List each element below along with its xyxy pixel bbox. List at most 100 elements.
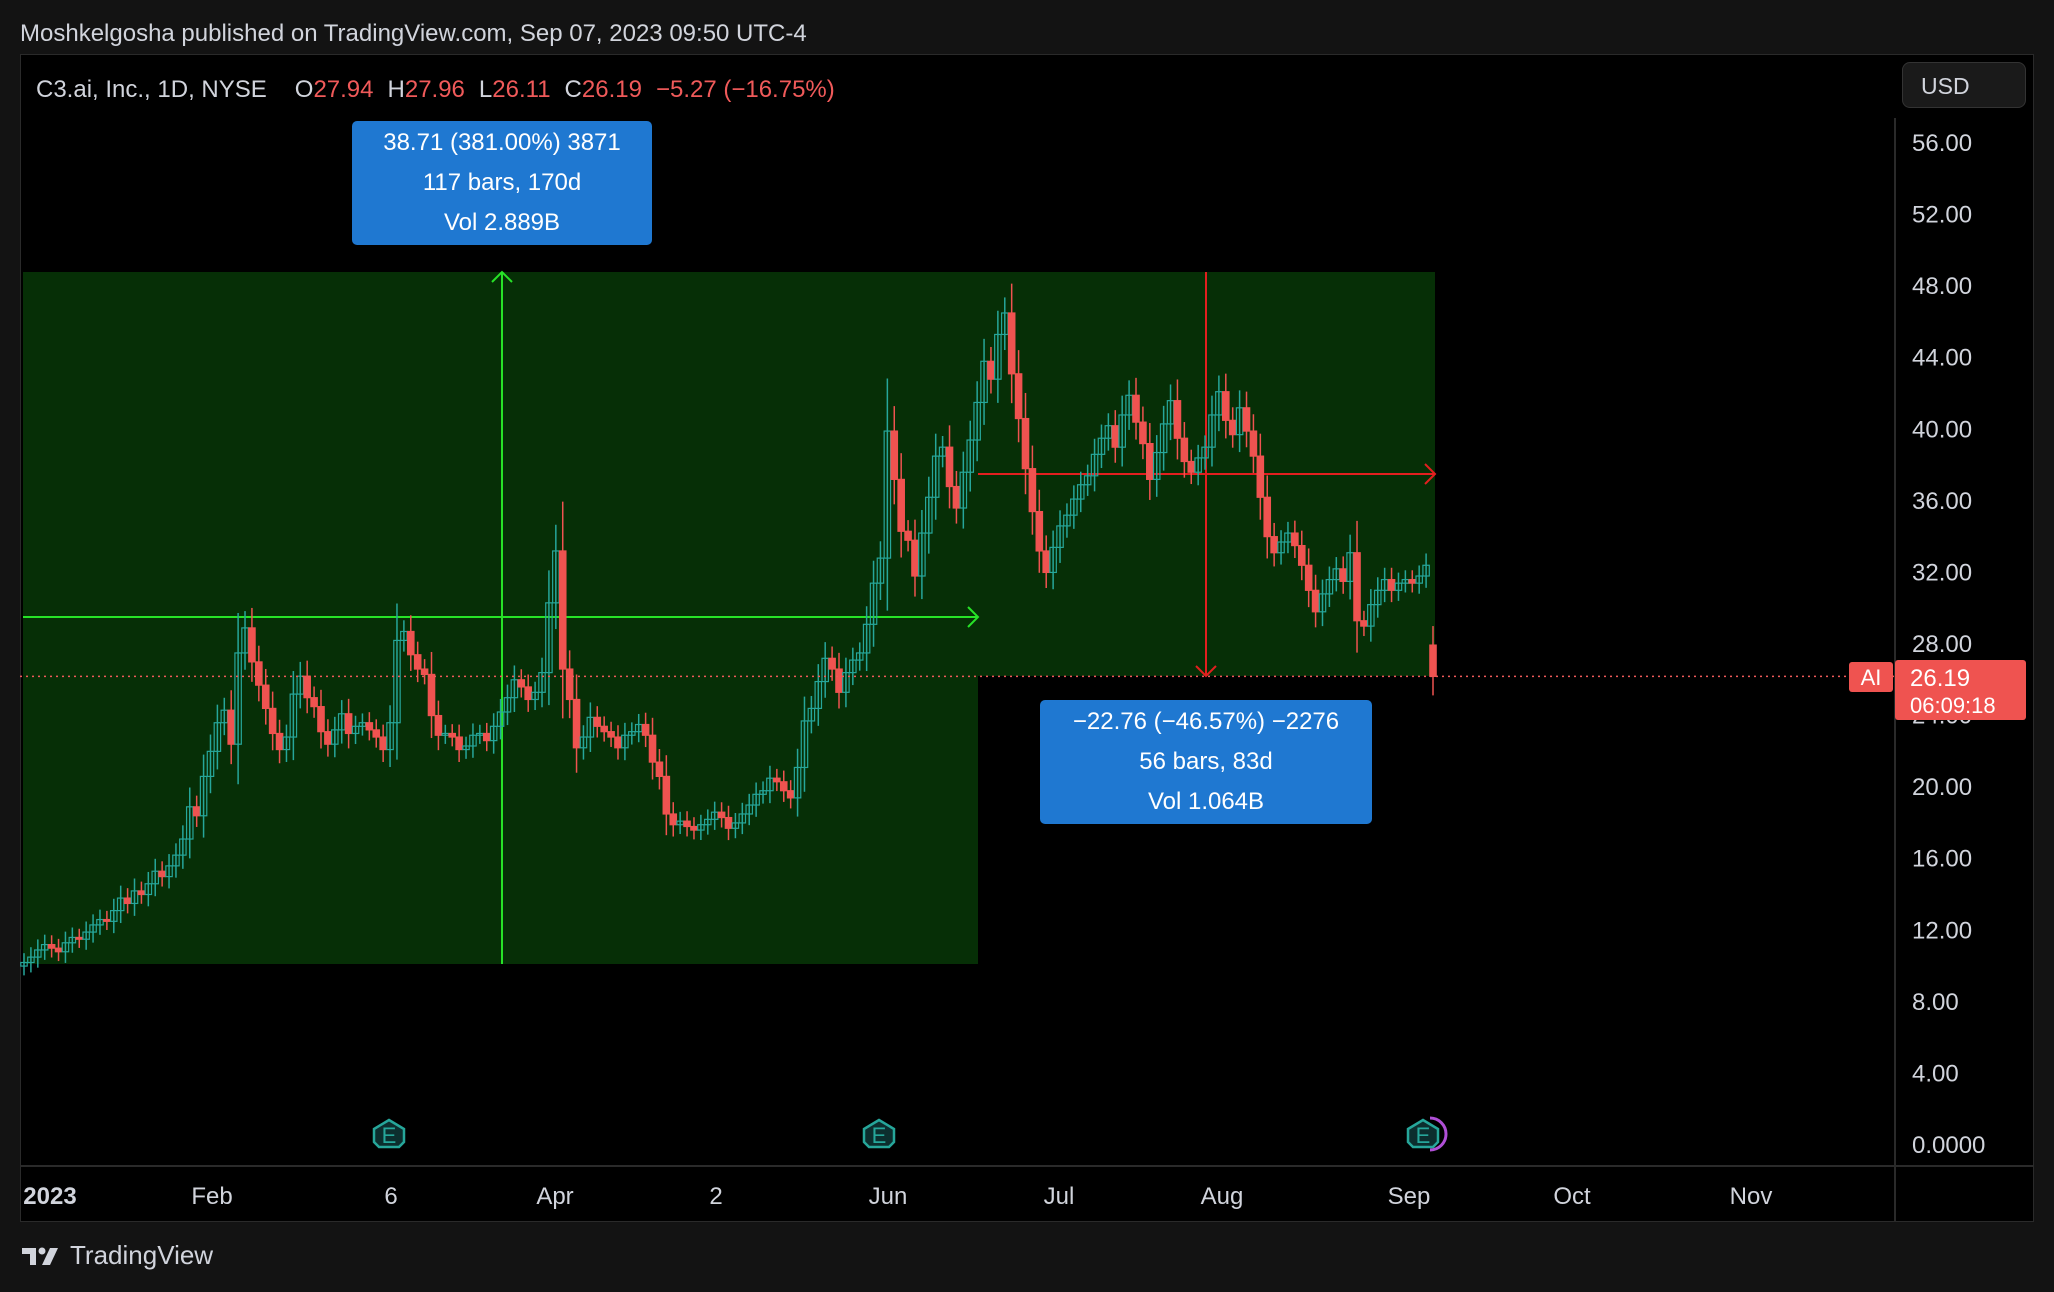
candle-body [1339,568,1348,582]
candle-body [372,729,381,738]
candle-body [690,825,698,831]
ticker-tag-bg [1849,662,1893,692]
time-tick-label: 6 [384,1183,397,1210]
price-tick-label: 52.00 [1912,202,1972,229]
candle-body [503,697,512,713]
candle-body [1415,575,1423,584]
measure-up-arrowhead-top [491,270,513,283]
candle-body [282,736,291,751]
candle-body [365,722,374,731]
candle-body [317,706,325,733]
candle-body [1035,510,1044,552]
measure-up-arrowhead-right [967,606,980,628]
time-tick-label: Feb [191,1183,232,1210]
candle-body [82,931,90,940]
candle-body [234,652,242,745]
earnings-marker-2[interactable]: E [862,1118,896,1149]
candle-body [814,680,823,710]
candle-body [324,731,332,745]
price-axis[interactable]: 56.00 52.00 48.00 44.00 40.00 36.00 32.00 28.00… [1912,130,1985,1159]
candle-body [393,639,401,724]
candle-body [849,659,857,674]
measure-up-label[interactable]: 38.71 (381.00%) 3871 117 bars, 170d Vol … [352,121,652,245]
candle-body [1256,455,1265,498]
candle-body [1090,453,1099,477]
candle-body [1056,525,1064,548]
earnings-marker-1[interactable]: E [372,1118,406,1149]
candle-body [662,775,671,815]
candle-body [413,654,422,670]
candle-body [482,732,491,742]
candle-body [489,725,498,742]
measure-down-arrowhead-right [1424,463,1437,485]
candle-body [1221,391,1230,421]
candle-body [779,781,788,792]
candle-body [904,530,912,541]
measure-down-change: −22.76 (−46.57%) −2276 [1072,708,1340,735]
candle-body [641,723,650,736]
candle-body [1429,644,1437,677]
candle-body [448,732,457,738]
time-axis[interactable]: 2023 Feb 6 Apr 2 Jun Jul Aug Sep Oct Nov [23,1183,1772,1210]
candle-body [75,936,84,940]
candle-body [1152,451,1161,480]
earnings-letter: E [1416,1123,1431,1148]
candle-body [137,890,146,896]
candle-body [980,360,988,404]
candle-body [731,822,740,829]
candle-body [1353,552,1361,622]
candle-body [469,734,477,747]
candle-body [959,471,968,509]
earnings-marker-3[interactable]: E [1406,1116,1448,1152]
candle-body [462,745,470,751]
symbol-legend: C3.ai, Inc., 1D, NYSE O 27.94 H 27.96 L 26.… [36,76,835,104]
price-tick-label: 8.00 [1912,989,1959,1016]
candle-body [524,686,533,701]
candle-body [945,446,954,488]
candle-body [1076,484,1085,500]
candle-body [172,854,180,867]
candle-body [213,722,222,752]
time-tick-label: Apr [536,1183,573,1210]
candle-body [379,736,387,751]
candle-body [179,838,187,856]
candle-body [227,709,236,745]
candle-body [1249,430,1258,457]
candle-body [331,729,339,745]
candle-body [911,539,919,577]
candle-body [109,910,118,922]
legend-high-label: H [387,76,405,103]
candle-body [1394,582,1403,591]
candle-body [1297,544,1306,566]
candle-body [703,818,712,826]
footer-branding[interactable]: TradingView [22,1240,213,1271]
candle-body [821,657,829,683]
candle-body [1083,475,1092,486]
candle-body [621,734,629,749]
candle-body [89,924,97,933]
price-tick-label: 12.00 [1912,917,1972,944]
candle-body [1021,417,1030,470]
candle-body [1318,593,1327,613]
candle-body [987,360,995,380]
candle-body [869,582,878,625]
candle-body [724,816,733,829]
candle-body [510,679,519,699]
candle-body [310,697,318,708]
candle-body [54,947,63,953]
price-tick-label: 48.00 [1912,273,1972,300]
candle-body [890,430,899,480]
currency-button[interactable]: USD [1902,62,2026,108]
candle-body [1187,460,1196,473]
time-tick-label: Oct [1553,1183,1591,1210]
candle-body [897,478,905,532]
candle-body [268,707,277,735]
candle-body [786,790,795,799]
earnings-badge-icon [862,1118,896,1149]
candle-body [1007,312,1016,375]
measure-down-label[interactable]: −22.76 (−46.57%) −2276 56 bars, 83d Vol … [1040,700,1372,824]
price-tick-label: 28.00 [1912,631,1972,658]
time-tick-label: Sep [1388,1183,1431,1210]
candle-body [1063,514,1071,527]
